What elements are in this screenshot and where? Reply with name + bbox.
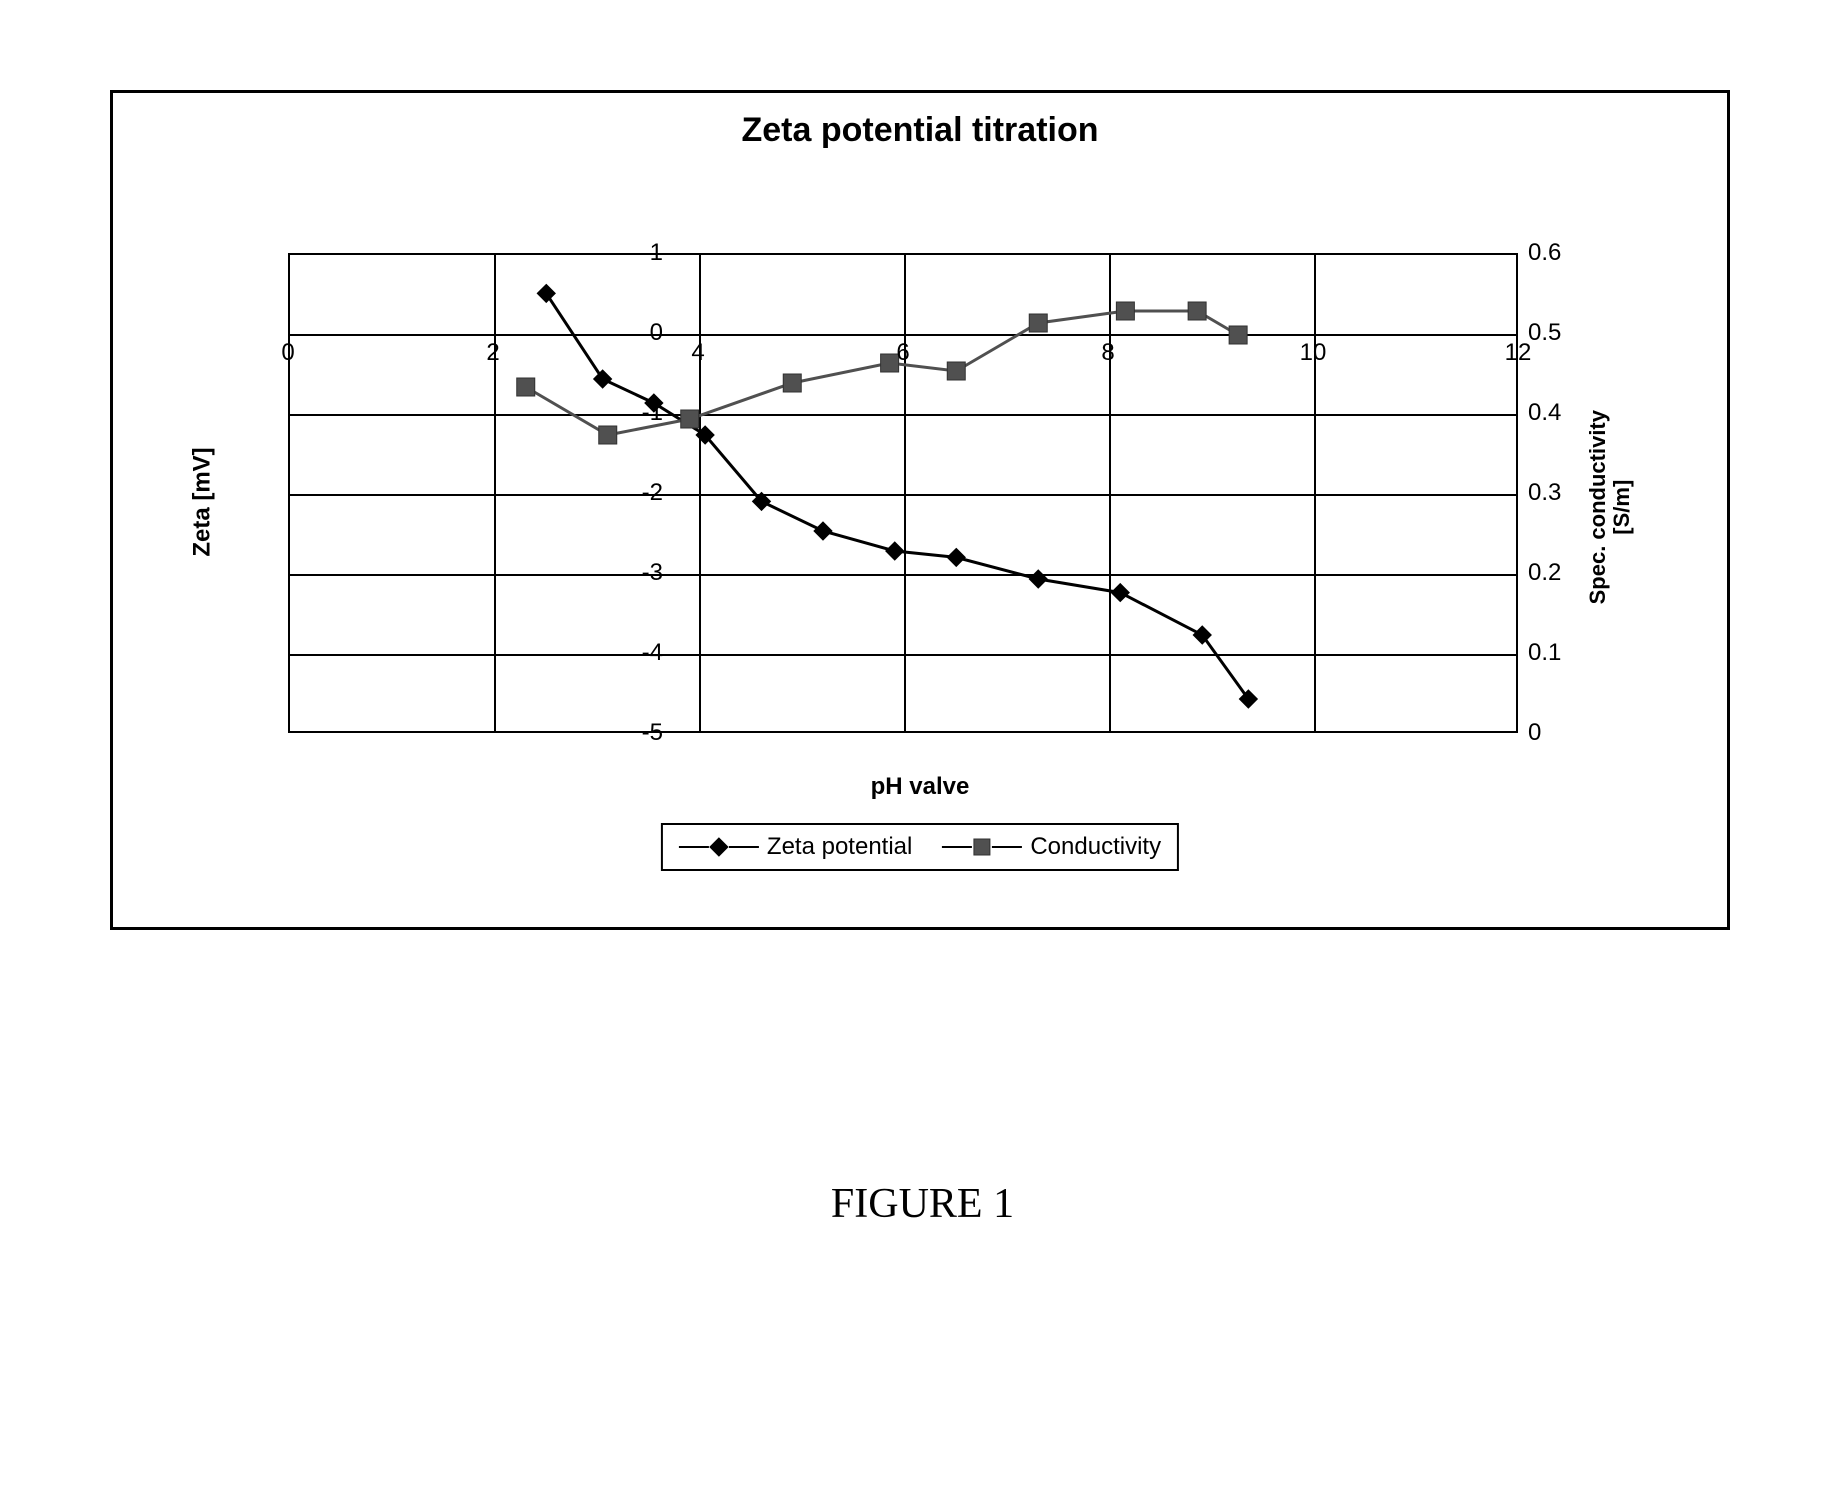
chart-title: Zeta potential titration [113,111,1727,150]
y2-tick-label: 0.6 [1528,239,1588,267]
square-marker [517,378,535,396]
diamond-marker [947,548,965,566]
legend: Zeta potential Conductivity [661,823,1179,871]
x-tick-label: 0 [281,339,294,367]
diamond-marker [886,542,904,560]
diamond-marker [1111,584,1129,602]
square-marker [1029,314,1047,332]
x-tick-label: 6 [896,339,909,367]
legend-line-icon [729,846,759,848]
square-icon [972,837,992,857]
y1-tick-label: -5 [603,719,663,747]
square-marker [1188,302,1206,320]
y1-tick-label: 1 [603,239,663,267]
chart-panel: Zeta potential titration Zeta [mV] Spec.… [110,90,1730,930]
y2-tick-label: 0.2 [1528,559,1588,587]
x-tick-label: 4 [691,339,704,367]
y2-tick-label: 0.4 [1528,399,1588,427]
x-tick-label: 12 [1505,339,1532,367]
y1-tick-label: 0 [603,319,663,347]
y2-axis-label-line2: [S/m] [1610,410,1634,604]
legend-item-conductivity: Conductivity [942,833,1161,861]
page-root: Zeta potential titration Zeta [mV] Spec.… [0,0,1845,1510]
y1-tick-label: -3 [603,559,663,587]
diamond-marker [1029,570,1047,588]
diamond-icon [709,837,729,857]
x-axis-label: pH valve [113,773,1727,801]
legend-label: Zeta potential [767,833,912,861]
diamond-marker [594,370,612,388]
square-marker [681,410,699,428]
legend-line-icon [679,846,709,848]
legend-line-icon [992,846,1022,848]
y2-tick-label: 0.1 [1528,639,1588,667]
x-tick-label: 2 [486,339,499,367]
legend-label: Conductivity [1030,833,1161,861]
y1-tick-label: -2 [603,479,663,507]
square-marker [1116,302,1134,320]
y1-tick-label: -1 [603,399,663,427]
diamond-marker [537,284,555,302]
y2-tick-label: 0.3 [1528,479,1588,507]
legend-line-icon [942,846,972,848]
plot-area [288,253,1518,733]
series-svg [290,255,1520,735]
figure-caption: FIGURE 1 [0,1180,1845,1228]
diamond-marker [814,522,832,540]
y1-tick-label: -4 [603,639,663,667]
x-tick-label: 8 [1101,339,1114,367]
square-marker [783,374,801,392]
square-marker [947,362,965,380]
y2-axis-label: Spec. conductivity [S/m] [1586,410,1634,604]
y1-axis-label: Zeta [mV] [189,447,217,556]
legend-item-zeta: Zeta potential [679,833,912,861]
square-marker [1229,326,1247,344]
y2-tick-label: 0.5 [1528,319,1588,347]
x-tick-label: 10 [1300,339,1327,367]
y2-axis-label-line1: Spec. conductivity [1586,410,1610,604]
square-marker [599,426,617,444]
y2-tick-label: 0 [1528,719,1588,747]
